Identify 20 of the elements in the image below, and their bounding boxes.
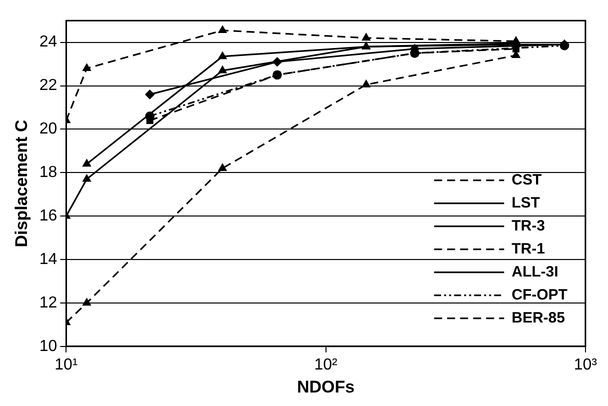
x-tick-label: 10² [314, 356, 338, 374]
y-tick-label: 14 [39, 250, 58, 268]
legend-label: CF-OPT [512, 286, 568, 304]
legend-label: TR-3 [512, 217, 545, 234]
y-tick-label: 18 [39, 164, 58, 182]
legend-label: LST [512, 194, 540, 212]
y-tick-label: 24 [39, 34, 58, 51]
legend-label: ALL-3I [512, 263, 558, 280]
y-tick-label: 10 [39, 338, 58, 355]
x-tick-label: 10³ [574, 356, 598, 374]
legend-label: CST [512, 171, 542, 188]
y-tick-label: 12 [39, 294, 58, 312]
legend-label: BER-85 [512, 309, 565, 326]
y-axis-title: Displacement C [12, 120, 31, 248]
y-tick-label: 16 [39, 207, 58, 224]
legend-label: TR-1 [512, 240, 545, 258]
y-tick-label: 20 [39, 120, 58, 138]
y-tick-label: 22 [39, 77, 58, 94]
x-tick-label: 10¹ [54, 356, 78, 374]
x-axis-title: NDOFs [297, 377, 355, 396]
